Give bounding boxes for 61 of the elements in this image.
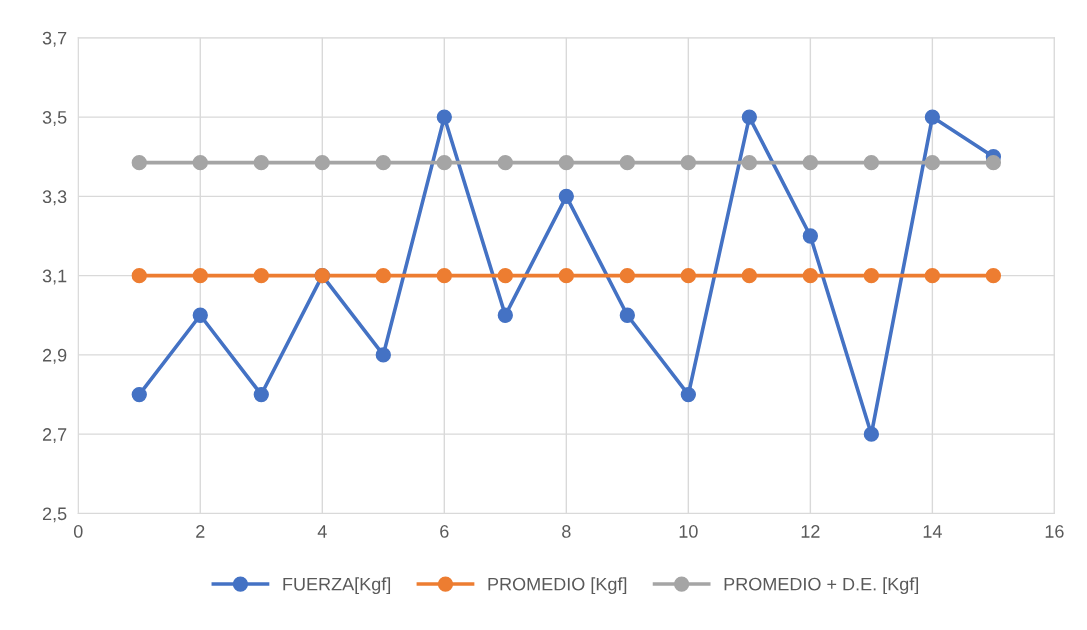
x-tick-label: 6	[440, 525, 449, 538]
point	[680, 386, 696, 403]
point	[863, 426, 880, 442]
point	[558, 155, 574, 171]
point	[497, 307, 513, 323]
point	[436, 155, 452, 171]
point	[253, 155, 269, 171]
legend-label: PROMEDIO + D.E. [Kgf]	[724, 577, 919, 595]
point	[253, 386, 269, 403]
y-tick-label: 3,1	[42, 269, 67, 285]
point	[131, 155, 147, 171]
point	[680, 155, 696, 171]
point	[741, 109, 757, 125]
y-tick-label: 2,5	[42, 507, 67, 523]
x-tick-label: 16	[1045, 525, 1064, 538]
point	[741, 267, 757, 284]
x-tick-label: 2	[196, 525, 205, 538]
point	[802, 267, 818, 284]
point	[131, 267, 147, 284]
legend-label: FUERZA[Kgf]	[283, 577, 391, 595]
point	[985, 155, 1002, 171]
y-tick-label: 3,3	[42, 190, 67, 206]
point	[436, 267, 452, 284]
x-tick-label: 12	[801, 525, 820, 538]
y-tick-label: 2,7	[42, 428, 67, 444]
point	[558, 188, 574, 204]
point	[863, 155, 880, 171]
point	[619, 267, 635, 284]
point	[924, 155, 941, 171]
point	[192, 155, 208, 171]
point	[863, 267, 880, 284]
legend-label: PROMEDIO [Kgf]	[488, 577, 627, 595]
point	[558, 267, 574, 284]
point	[436, 109, 452, 125]
x-tick-label: 4	[317, 525, 327, 538]
x-tick-label: 10	[679, 525, 698, 538]
point	[985, 267, 1002, 284]
point	[497, 267, 513, 284]
point	[253, 267, 269, 284]
point	[131, 386, 147, 403]
point	[314, 155, 330, 171]
point	[619, 155, 635, 171]
x-tick-label: 8	[562, 525, 571, 538]
point	[192, 307, 208, 323]
x-tick-label: 14	[923, 525, 942, 538]
y-tick-label: 2,9	[42, 348, 67, 364]
point	[192, 267, 208, 284]
point	[375, 155, 391, 171]
point	[619, 307, 635, 323]
point	[924, 109, 941, 125]
point	[375, 267, 391, 284]
point	[497, 155, 513, 171]
point	[375, 347, 391, 363]
point	[680, 267, 696, 284]
y-tick-label: 3,5	[42, 111, 67, 126]
point	[924, 267, 941, 284]
x-tick-label: 0	[73, 525, 83, 538]
point	[802, 228, 818, 244]
point	[741, 155, 757, 171]
point	[802, 155, 818, 171]
y-tick-label: 3,7	[42, 31, 67, 47]
